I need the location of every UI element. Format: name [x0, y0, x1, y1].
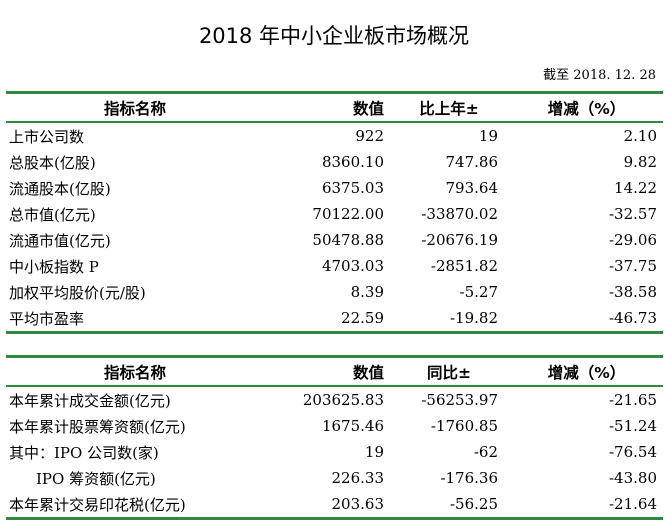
header-value: 数值 [264, 355, 388, 387]
row-value: 70122.00 [312, 205, 384, 223]
row-percent: -76.54 [608, 443, 657, 461]
row-change: -62 [473, 443, 498, 461]
header-change: 比上年± [388, 91, 510, 123]
row-value: 203625.83 [302, 391, 384, 409]
row-change: -33870.02 [421, 205, 498, 223]
row-percent: -43.80 [608, 469, 657, 487]
row-label: 平均市盈率 [6, 305, 264, 334]
row-label: 本年累计交易印花税(亿元) [6, 491, 264, 520]
row-label: 中小板指数 P [9, 257, 99, 276]
row-label: 总市值(亿元) [9, 205, 96, 224]
table-row: 流通股本(亿股) 6375.03 793.64 14.22 [6, 175, 663, 201]
row-change: -5.27 [459, 283, 498, 301]
table-row: 总股本(亿股) 8360.10 747.86 9.82 [6, 149, 663, 175]
row-label: 本年累计成交金额(亿元) [9, 391, 171, 410]
row-change: -1760.85 [430, 417, 498, 435]
row-value: 226.33 [331, 469, 385, 487]
table-row: 本年累计成交金额(亿元) 203625.83 -56253.97 -21.65 [6, 386, 663, 413]
row-change: 747.86 [445, 153, 499, 171]
header-percent: 增减（%） [510, 91, 663, 123]
row-value: 203.63 [264, 491, 388, 520]
row-change: -56.25 [388, 491, 510, 520]
row-value: 50478.88 [312, 231, 384, 249]
market-overview-table: 指标名称 数值 比上年± 增减（%） 上市公司数 922 19 2.10 总股本(亿股… [6, 91, 663, 334]
row-change: -2851.82 [430, 257, 498, 275]
table-row: IPO 筹资额(亿元) 226.33 -176.36 -43.80 [6, 465, 663, 491]
row-value: 1675.46 [321, 417, 384, 435]
row-percent: -29.06 [608, 231, 657, 249]
header-indicator-name: 指标名称 [6, 355, 264, 387]
header-yoy-change: 同比± [388, 355, 510, 387]
date-note: 截至 2018. 12. 28 [543, 68, 656, 83]
row-value: 922 [355, 127, 384, 145]
table-row: 本年累计股票筹资额(亿元) 1675.46 -1760.85 -51.24 [6, 413, 663, 439]
row-label: 加权平均股价(元/股) [9, 283, 146, 302]
table-row: 加权平均股价(元/股) 8.39 -5.27 -38.58 [6, 279, 663, 305]
row-percent: 14.22 [614, 179, 657, 197]
row-value: 6375.03 [321, 179, 384, 197]
table-row: 中小板指数 P 4703.03 -2851.82 -37.75 [6, 253, 663, 279]
row-label: 总股本(亿股) [9, 153, 96, 172]
row-label: IPO 筹资额(亿元) [36, 469, 156, 488]
row-label: 流通市值(亿元) [9, 231, 111, 250]
row-value: 19 [364, 443, 384, 461]
row-label: 流通股本(亿股) [9, 179, 111, 198]
row-percent: -46.73 [510, 305, 663, 334]
table-row: 流通市值(亿元) 50478.88 -20676.19 -29.06 [6, 227, 663, 253]
row-change: -19.82 [388, 305, 510, 334]
row-label: 其中：IPO 公司数(家) [9, 443, 159, 462]
table-row: 上市公司数 922 19 2.10 [6, 122, 663, 149]
header-value: 数值 [264, 91, 388, 123]
row-percent: -37.75 [608, 257, 657, 275]
row-value: 8.39 [350, 283, 384, 301]
row-percent: 9.82 [623, 153, 657, 171]
table-row: 其中：IPO 公司数(家) 19 -62 -76.54 [6, 439, 663, 465]
row-change: -56253.97 [421, 391, 498, 409]
header-percent: 增减（%） [510, 355, 663, 387]
row-percent: -32.57 [608, 205, 657, 223]
table-row: 平均市盈率 22.59 -19.82 -46.73 [6, 305, 663, 334]
row-change: -20676.19 [421, 231, 498, 249]
row-change: -176.36 [440, 469, 498, 487]
row-percent: -38.58 [608, 283, 657, 301]
table-header-row: 指标名称 数值 比上年± 增减（%） [6, 91, 663, 123]
row-label: 本年累计股票筹资额(亿元) [9, 417, 186, 436]
trading-financing-table: 指标名称 数值 同比± 增减（%） 本年累计成交金额(亿元) 203625.83 -… [6, 355, 663, 520]
row-percent: -21.65 [608, 391, 657, 409]
table-row: 本年累计交易印花税(亿元) 203.63 -56.25 -21.64 [6, 491, 663, 520]
row-percent: 2.10 [623, 127, 657, 145]
row-change: 793.64 [445, 179, 499, 197]
table-header-row: 指标名称 数值 同比± 增减（%） [6, 355, 663, 387]
row-percent: -21.64 [510, 491, 663, 520]
row-value: 22.59 [264, 305, 388, 334]
row-value: 8360.10 [321, 153, 384, 171]
header-indicator-name: 指标名称 [6, 91, 264, 123]
row-label: 上市公司数 [9, 127, 85, 146]
row-value: 4703.03 [321, 257, 384, 275]
row-change: 19 [478, 127, 498, 145]
row-percent: -51.24 [608, 417, 657, 435]
table-row: 总市值(亿元) 70122.00 -33870.02 -32.57 [6, 201, 663, 227]
page-title: 2018 年中小企业板市场概况 [198, 24, 470, 48]
